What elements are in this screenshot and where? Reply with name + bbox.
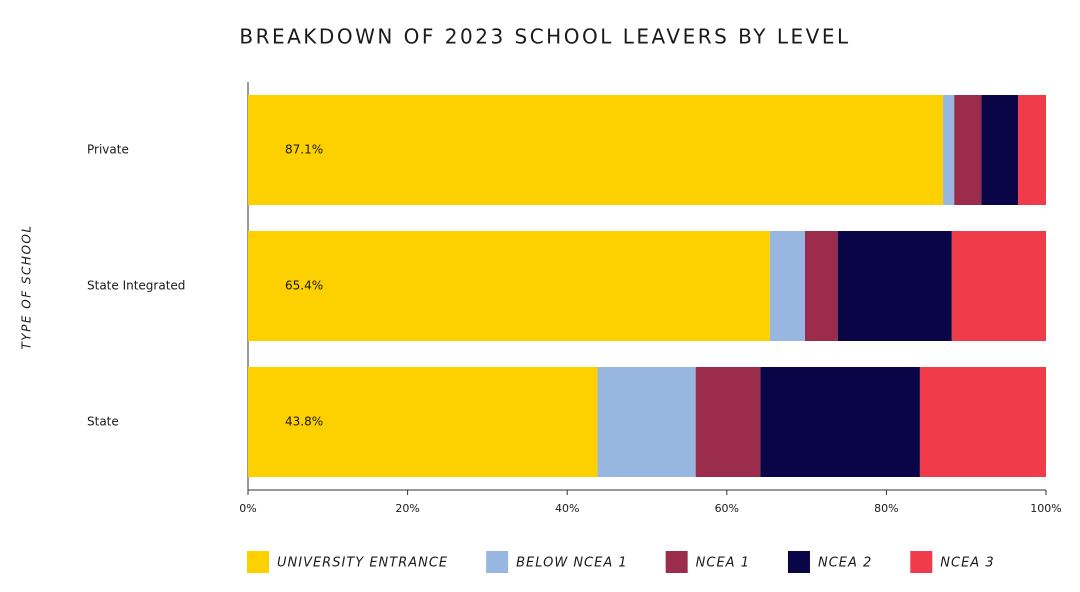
x-tick-label: 20%: [395, 502, 419, 515]
legend-label: NCEA 3: [940, 556, 994, 571]
chart-title: BREAKDOWN OF 2023 SCHOOL LEAVERS BY LEVE…: [239, 25, 850, 49]
legend-label: BELOW NCEA 1: [516, 556, 628, 571]
bar-segment: [981, 95, 1019, 205]
y-tick-label: Private: [87, 143, 129, 157]
x-tick-label: 100%: [1030, 502, 1061, 515]
legend-label: NCEA 2: [818, 556, 872, 571]
bar-segment: [919, 367, 1046, 477]
legend-swatch: [665, 551, 688, 573]
y-tick-label: State Integrated: [87, 279, 185, 293]
value-label: 65.4%: [285, 279, 323, 293]
bar-segment: [760, 367, 920, 477]
legend-label: UNIVERSITY ENTRANCE: [277, 556, 448, 571]
legend-swatch: [787, 551, 810, 573]
legend-swatch: [910, 551, 933, 573]
y-axis-title: TYPE OF SCHOOL: [20, 224, 34, 349]
x-tick-label: 40%: [555, 502, 579, 515]
value-label: 87.1%: [285, 143, 323, 157]
bar-segment: [695, 367, 761, 477]
legend-swatch: [247, 551, 269, 573]
bar-segment: [943, 95, 955, 205]
y-tick-label: State: [87, 415, 119, 429]
x-tick-label: 0%: [239, 502, 256, 515]
x-tick-label: 80%: [874, 502, 898, 515]
legend-swatch: [486, 551, 509, 573]
bar-segment: [805, 231, 838, 341]
bar-segment: [837, 231, 952, 341]
bar-segment: [1018, 95, 1046, 205]
bar-segment: [248, 367, 598, 477]
bar-segment: [248, 95, 944, 205]
bar-segment: [954, 95, 982, 205]
bar-segment: [769, 231, 806, 341]
x-tick-label: 60%: [715, 502, 739, 515]
legend-label: NCEA 1: [696, 556, 750, 571]
bar-segment: [597, 367, 696, 477]
bar-segment: [951, 231, 1046, 341]
bar-segment: [248, 231, 770, 341]
value-label: 43.8%: [285, 415, 323, 429]
